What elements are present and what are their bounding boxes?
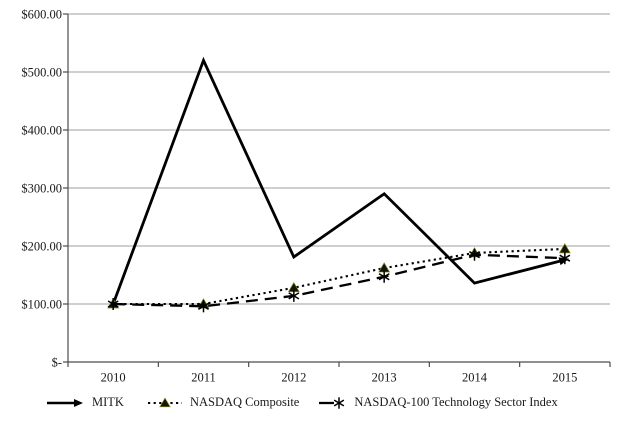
chart-legend: MITK NASDAQ Composite NASDAQ-100 Technol… [46,395,558,410]
gridlines [68,13,610,305]
legend-label-nasdaq-100-tech: NASDAQ-100 Technology Sector Index [354,395,558,409]
series-nasdaq-100-technology-sector-index [107,248,571,313]
x-tick-label: 2014 [462,371,488,385]
series-mitk [111,56,570,305]
y-tick-label: $- [52,355,62,369]
dashed-line-asterisk-icon [319,396,346,410]
x-tick-label: 2012 [281,371,306,385]
dotted-line-triangle-icon [147,396,182,410]
x-tick-label: 2013 [372,371,397,385]
legend-label-nasdaq-composite: NASDAQ Composite [189,395,300,409]
x-axis-labels: 2010 2011 2012 2013 2014 2015 [101,371,578,385]
legend-item-nasdaq-100-tech: NASDAQ-100 Technology Sector Index [319,395,558,410]
y-tick-label: $600.00 [21,7,62,21]
y-axis-labels: $- $100.00 $200.00 $300.00 $400.00 $500.00 $60… [21,7,62,369]
y-tick-label: $100.00 [21,297,62,311]
x-tick-label: 2011 [191,371,216,385]
x-tick-label: 2010 [101,371,126,385]
legend-item-nasdaq-composite: NASDAQ Composite [147,395,300,410]
x-tick-label: 2015 [552,371,577,385]
y-tick-label: $300.00 [21,181,62,195]
axes [63,13,611,367]
chart-canvas: $- $100.00 $200.00 $300.00 $400.00 $500.00 $60… [21,7,611,385]
legend-label-mitk: MITK [92,395,124,409]
legend-item-mitk: MITK [46,395,124,410]
y-tick-label: $400.00 [21,123,62,137]
y-tick-label: $500.00 [21,65,62,79]
y-tick-label: $200.00 [21,239,62,253]
solid-line-arrow-icon [46,396,84,410]
